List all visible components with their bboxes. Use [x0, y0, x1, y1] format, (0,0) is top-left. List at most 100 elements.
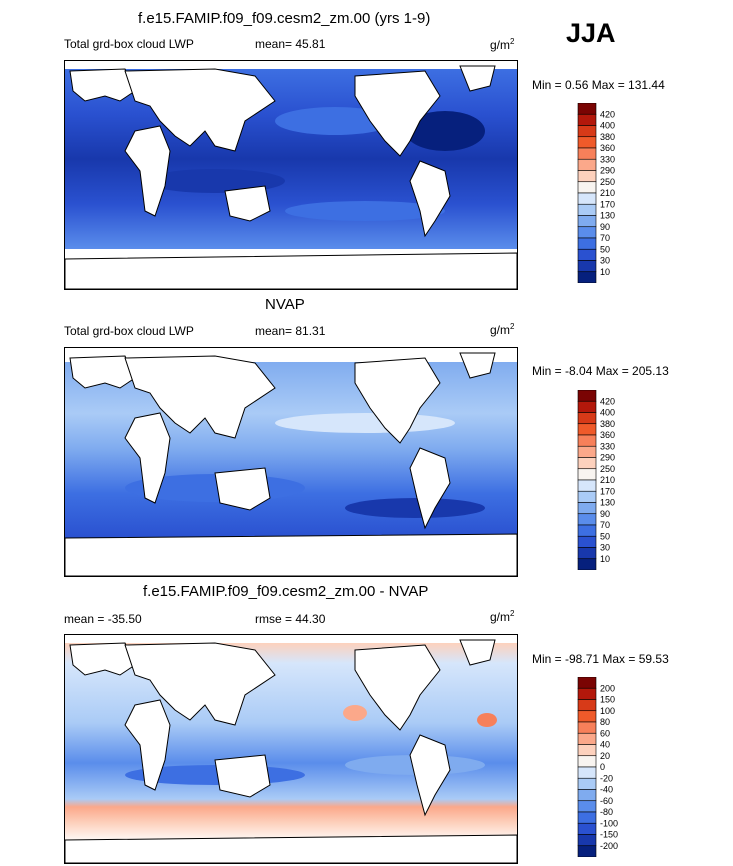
colorbar-tick-label: 380: [600, 132, 615, 142]
colorbar-tick-label: 200: [600, 683, 615, 693]
colorbar-swatch: [577, 260, 597, 273]
colorbar-tick-label: 20: [600, 751, 610, 761]
panel2-left-label: Total grd-box cloud LWP: [64, 324, 194, 338]
colorbar-swatch: [577, 732, 597, 745]
colorbar-swatch: [577, 136, 597, 149]
colorbar-swatch: [577, 445, 597, 458]
colorbar-swatch: [577, 687, 597, 700]
colorbar-swatch: [577, 699, 597, 712]
colorbar-tick-label: 170: [600, 486, 615, 496]
colorbar-tick-label: 40: [600, 740, 610, 750]
colorbar-swatch: [577, 248, 597, 261]
colorbar-svg: 200150100806040200-20-40-60-80-100-150-2…: [577, 676, 618, 858]
colorbar-tick-label: 50: [600, 244, 610, 254]
colorbar-tick-label: 170: [600, 199, 615, 209]
colorbar-tick-label: -40: [600, 785, 613, 795]
colorbar-tick-label: 210: [600, 475, 615, 485]
colorbar-swatch: [577, 423, 597, 436]
colorbar-tick-label: 30: [600, 256, 610, 266]
panel3-minmax: Min = -98.71 Max = 59.53: [532, 652, 669, 666]
colorbar-swatch: [577, 479, 597, 492]
colorbar-tick-label: 420: [600, 109, 615, 119]
colorbar-swatch: [577, 203, 597, 216]
colorbar-tick-label: 290: [600, 453, 615, 463]
panel1-mean-label: mean= 45.81: [255, 37, 326, 51]
panel2-title: NVAP: [265, 296, 305, 313]
colorbar-swatch: [577, 192, 597, 205]
panel2-minmax: Min = -8.04 Max = 205.13: [532, 364, 669, 378]
colorbar-swatch: [577, 113, 597, 126]
colorbar-tick-label: 100: [600, 706, 615, 716]
colorbar-swatch: [577, 800, 597, 813]
colorbar-tick-label: 80: [600, 717, 610, 727]
colorbar-tick-label: 380: [600, 419, 615, 429]
colorbar-tick-label: 90: [600, 509, 610, 519]
panel3-left-label: mean = -35.50: [64, 612, 142, 626]
panel1-left-label: Total grd-box cloud LWP: [64, 37, 194, 51]
colorbar-tick-label: 10: [600, 554, 610, 564]
colorbar-swatch: [577, 490, 597, 503]
panel1-colorbar: 420 400 380 360 330 290 250 210 170 130 90 70 50 30 10: [560, 102, 650, 284]
colorbar-swatch: [577, 755, 597, 768]
colorbar-tick-label: 360: [600, 143, 615, 153]
colorbar-tick-label: 210: [600, 188, 615, 198]
colorbar-tick-label: 250: [600, 464, 615, 474]
colorbar-tick-label: -60: [600, 796, 613, 806]
colorbar-swatch: [577, 468, 597, 481]
panel3-map: [64, 634, 518, 864]
colorbar-swatch: [577, 811, 597, 824]
colorbar-swatch: [577, 102, 597, 115]
colorbar-swatch: [577, 237, 597, 250]
colorbar-tick-label: 290: [600, 166, 615, 176]
panel1-map: [64, 60, 518, 290]
colorbar-swatch: [577, 125, 597, 138]
colorbar-swatch: [577, 158, 597, 171]
panel2-map: [64, 347, 518, 577]
colorbar-swatch: [577, 215, 597, 228]
colorbar-swatch: [577, 513, 597, 526]
colorbar-swatch: [577, 834, 597, 847]
season-label: JJA: [566, 18, 616, 48]
colorbar-tick-label: 90: [600, 222, 610, 232]
colorbar-swatch: [577, 389, 597, 402]
panel3-units: g/m2: [490, 609, 515, 624]
colorbar-tick-label: -100: [600, 818, 618, 828]
colorbar-tick-label: 420: [600, 396, 615, 406]
colorbar-swatch: [577, 766, 597, 779]
colorbar-tick-label: 250: [600, 177, 615, 187]
colorbar-swatch: [577, 170, 597, 183]
colorbar-swatch: [577, 502, 597, 515]
colorbar-swatch: [577, 226, 597, 239]
colorbar-tick-label: 130: [600, 498, 615, 508]
colorbar-tick-label: 360: [600, 430, 615, 440]
colorbar-tick-label: 60: [600, 728, 610, 738]
panel1-units: g/m2: [490, 37, 515, 52]
panel2-colorbar: 420 400 380 360 330 290 250 210 170 130 90 70 50 30 10: [560, 389, 650, 571]
colorbar-swatch: [577, 400, 597, 413]
colorbar-tick-label: 130: [600, 211, 615, 221]
colorbar-swatch: [577, 558, 597, 571]
colorbar-swatch: [577, 181, 597, 194]
colorbar-tick-label: 70: [600, 233, 610, 243]
colorbar-swatch: [577, 271, 597, 284]
colorbar-swatch: [577, 535, 597, 548]
colorbar-swatch: [577, 457, 597, 470]
colorbar-tick-label: -80: [600, 807, 613, 817]
panel1-minmax: Min = 0.56 Max = 131.44: [532, 78, 665, 92]
colorbar-swatch: [577, 147, 597, 160]
colorbar-tick-label: 150: [600, 695, 615, 705]
colorbar-tick-label: -20: [600, 773, 613, 783]
colorbar-tick-label: 30: [600, 543, 610, 553]
panel3-rmse-label: rmse = 44.30: [255, 612, 326, 626]
colorbar-swatch: [577, 789, 597, 802]
panel3-colorbar: 200 150 100 80 60 40 20 0 -20 -40 -60 -80 -100 -150 -2…: [560, 676, 650, 858]
colorbar-tick-label: 400: [600, 408, 615, 418]
panel2-mean-label: mean= 81.31: [255, 324, 326, 338]
colorbar-swatch: [577, 710, 597, 723]
colorbar-swatch: [577, 547, 597, 560]
colorbar-tick-label: 10: [600, 267, 610, 277]
colorbar-swatch: [577, 777, 597, 790]
colorbar-swatch: [577, 412, 597, 425]
